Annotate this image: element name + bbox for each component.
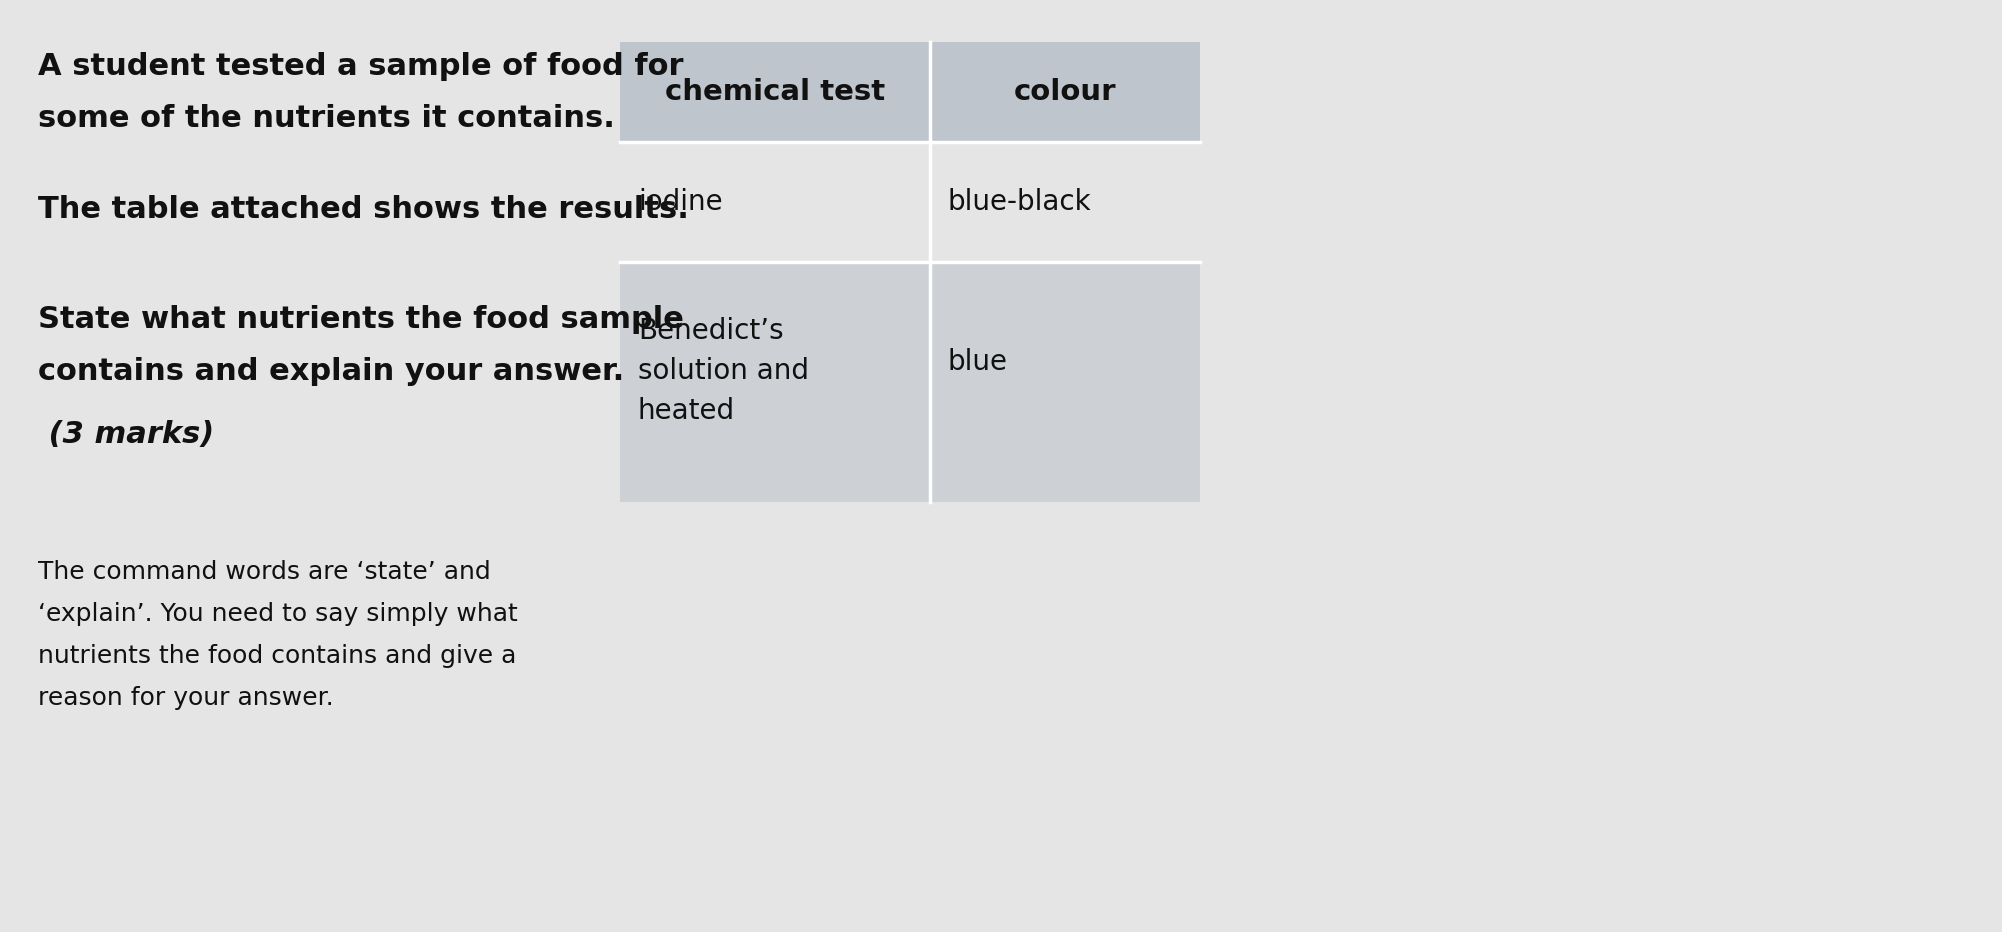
Text: blue-black: blue-black xyxy=(949,188,1091,216)
Text: blue: blue xyxy=(949,348,1007,376)
Text: nutrients the food contains and give a: nutrients the food contains and give a xyxy=(38,644,517,668)
Bar xyxy=(621,42,1199,142)
Text: A student tested a sample of food for: A student tested a sample of food for xyxy=(38,52,683,81)
Bar xyxy=(621,262,1199,502)
Text: Benedict’s: Benedict’s xyxy=(639,317,783,345)
Text: heated: heated xyxy=(639,397,735,425)
Text: (3 marks): (3 marks) xyxy=(38,420,214,449)
Text: colour: colour xyxy=(1013,78,1117,106)
Text: reason for your answer.: reason for your answer. xyxy=(38,686,334,710)
Text: contains and explain your answer.: contains and explain your answer. xyxy=(38,357,625,386)
Text: iodine: iodine xyxy=(639,188,723,216)
Text: ‘explain’. You need to say simply what: ‘explain’. You need to say simply what xyxy=(38,602,519,626)
Text: The command words are ‘state’ and: The command words are ‘state’ and xyxy=(38,560,490,584)
Text: chemical test: chemical test xyxy=(665,78,885,106)
Bar xyxy=(621,142,1199,262)
Text: State what nutrients the food sample: State what nutrients the food sample xyxy=(38,305,685,334)
Text: solution and: solution and xyxy=(639,357,809,385)
Text: The table attached shows the results.: The table attached shows the results. xyxy=(38,195,689,224)
Text: some of the nutrients it contains.: some of the nutrients it contains. xyxy=(38,104,615,133)
